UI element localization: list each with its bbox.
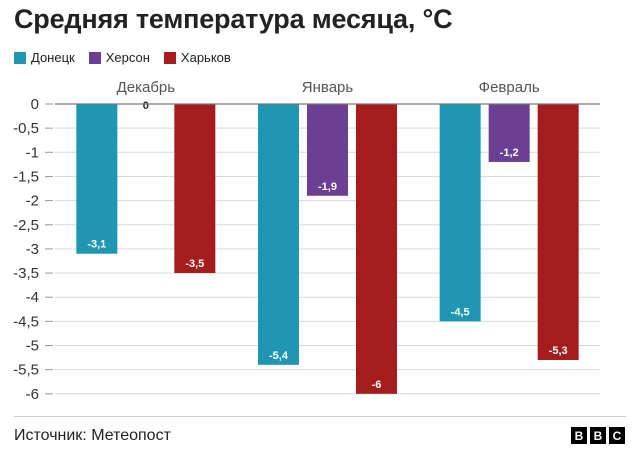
bar-kherson bbox=[307, 104, 348, 196]
chart-legend: Донецк Херсон Харьков bbox=[14, 50, 231, 65]
legend-label-donetsk: Донецк bbox=[31, 50, 75, 65]
y-tick-label: -2 bbox=[26, 193, 39, 210]
bar-kharkiv bbox=[537, 104, 579, 360]
y-tick-label: -3,5 bbox=[13, 265, 39, 282]
bar-value-label: -3,5 bbox=[185, 258, 204, 270]
bar-value-label: -4,5 bbox=[451, 306, 470, 318]
y-tick-label: -1,5 bbox=[13, 168, 39, 185]
y-tick-label: -4,5 bbox=[13, 313, 39, 330]
y-tick-label: -0,5 bbox=[13, 120, 39, 137]
legend-swatch-kherson bbox=[88, 51, 101, 64]
bar-kharkiv bbox=[174, 104, 216, 274]
legend-item-kharkiv: Харьков bbox=[163, 50, 231, 65]
bar-value-label: -1,2 bbox=[500, 147, 519, 159]
bbc-logo-letter: C bbox=[609, 427, 625, 444]
y-tick-label: -1 bbox=[26, 144, 39, 161]
footer-divider bbox=[14, 416, 626, 417]
x-category-label: Январь bbox=[302, 79, 354, 96]
bar-value-label: -1,9 bbox=[318, 181, 337, 193]
x-category-label: Февраль bbox=[479, 79, 540, 96]
bar-value-label: 0 bbox=[143, 100, 149, 112]
bar-value-label: -3,1 bbox=[87, 239, 106, 251]
y-tick-label: -5 bbox=[26, 338, 39, 355]
y-tick-label: -3 bbox=[26, 241, 39, 258]
bbc-logo-letter: B bbox=[571, 427, 587, 444]
legend-label-kharkiv: Харьков bbox=[180, 50, 231, 65]
bar-donetsk bbox=[76, 104, 118, 254]
bbc-logo-letter: B bbox=[590, 427, 606, 444]
chart-title: Средняя температура месяца, °C bbox=[14, 4, 453, 34]
y-tick-label: 0 bbox=[31, 96, 39, 113]
y-tick-label: -2,5 bbox=[13, 217, 39, 234]
y-tick-label: -5,5 bbox=[13, 362, 39, 379]
legend-label-kherson: Херсон bbox=[105, 50, 150, 65]
bar-chart: 0 -0,5 -1 -1,5 -2 -2,5 -3 -3,5 -4 -4,5 -5 -5,5 -6 -3,… bbox=[13, 79, 600, 403]
legend-swatch-donetsk bbox=[14, 51, 26, 64]
y-tick-label: -4 bbox=[26, 289, 39, 306]
legend-item-donetsk: Донецк bbox=[14, 50, 75, 65]
bar-kharkiv bbox=[356, 104, 397, 394]
bar-value-label: -5,4 bbox=[269, 350, 289, 362]
x-category-label: Декабрь bbox=[117, 79, 176, 96]
bar-kherson bbox=[488, 104, 530, 162]
bar-value-label: -6 bbox=[372, 379, 382, 391]
bar-donetsk bbox=[258, 104, 299, 365]
source-note: Источник: Метеопост bbox=[14, 427, 171, 444]
bar-value-label: -5,3 bbox=[549, 345, 568, 357]
bbc-logo: B B C bbox=[571, 427, 625, 444]
bar-donetsk bbox=[439, 104, 481, 322]
legend-item-kherson: Херсон bbox=[88, 50, 150, 65]
legend-swatch-kharkiv bbox=[163, 51, 176, 64]
y-tick-label: -6 bbox=[26, 386, 39, 403]
